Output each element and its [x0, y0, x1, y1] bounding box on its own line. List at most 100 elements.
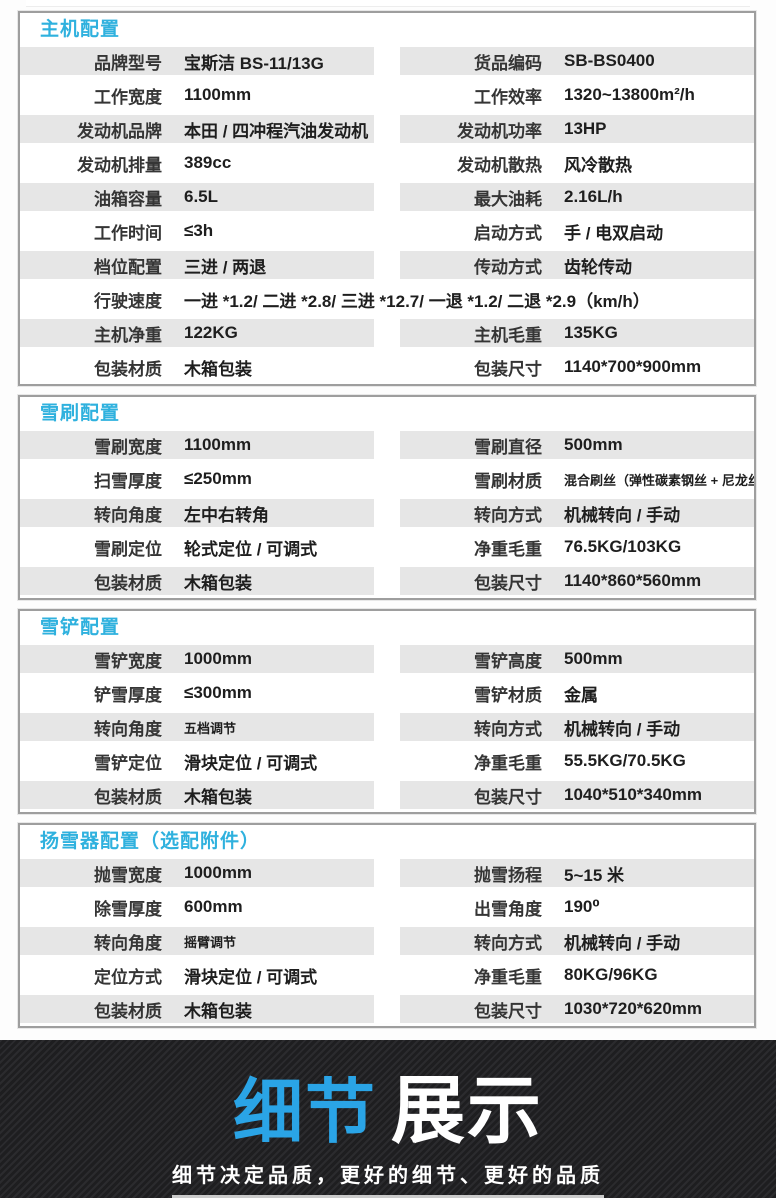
- spec-value: 五档调节: [184, 720, 237, 736]
- table-row: 定位方式 滑块定位 / 可调式 净重毛重 80KG/96KG: [20, 958, 754, 992]
- spec-value: 木箱包装: [184, 787, 252, 807]
- spec-cell: 主机毛重 135KG: [400, 316, 754, 350]
- table-row: 包装材质 木箱包装 包装尺寸 1140*700*900mm: [20, 350, 754, 384]
- table-row: 雪刷宽度 1100mm 雪刷直径 500mm: [20, 428, 754, 462]
- spec-label: 启动方式: [474, 223, 542, 243]
- spec-cell: 发动机功率 13HP: [400, 112, 754, 146]
- spec-cell: 抛雪扬程 5~15 米: [400, 856, 754, 890]
- spec-value: 600mm: [184, 897, 243, 916]
- spec-label: 发动机品牌: [77, 121, 162, 141]
- column-gap: [374, 710, 400, 744]
- spec-label: 包装尺寸: [474, 1001, 542, 1021]
- banner-title-highlight: 细节: [233, 1073, 377, 1151]
- spec-cell: 抛雪宽度 1000mm: [20, 856, 374, 890]
- spec-cell: 转向角度 摇臂调节: [20, 924, 374, 958]
- table-row: 雪铲宽度 1000mm 雪铲高度 500mm: [20, 642, 754, 676]
- spec-cell: 包装材质 木箱包装: [20, 778, 374, 812]
- column-gap: [374, 992, 400, 1026]
- spec-value: 13HP: [564, 119, 607, 138]
- table-row: 转向角度 五档调节 转向方式 机械转向 / 手动: [20, 710, 754, 744]
- table-row: 油箱容量 6.5L 最大油耗 2.16L/h: [20, 180, 754, 214]
- spec-label: 包装材质: [94, 573, 162, 593]
- spec-cell: 传动方式 齿轮传动: [400, 248, 754, 282]
- spec-cell: 品牌型号 宝斯洁 BS-11/13G: [20, 44, 374, 78]
- spec-value: 1140*700*900mm: [564, 357, 702, 376]
- spec-cell: 出雪角度 190⁰: [400, 890, 754, 924]
- spec-cell: 主机净重 122KG: [20, 316, 374, 350]
- spec-label: 雪铲材质: [474, 685, 542, 705]
- spec-cell: 净重毛重 76.5KG/103KG: [400, 530, 754, 564]
- spec-value: 手 / 电双启动: [564, 223, 664, 243]
- spec-cell: 净重毛重 80KG/96KG: [400, 958, 754, 992]
- table-row: 包装材质 木箱包装 包装尺寸 1140*860*560mm: [20, 564, 754, 598]
- spec-value: 宝斯洁 BS-11/13G: [184, 53, 324, 73]
- spec-label: 雪铲高度: [474, 651, 542, 671]
- spec-label: 主机毛重: [474, 325, 542, 345]
- column-gap: [374, 530, 400, 564]
- section-title: 扬雪器配置（选配附件）: [40, 831, 261, 852]
- spec-label: 工作时间: [94, 223, 162, 243]
- table-row: 发动机品牌 本田 / 四冲程汽油发动机 发动机功率 13HP: [20, 112, 754, 146]
- spec-cell: 净重毛重 55.5KG/70.5KG: [400, 744, 754, 778]
- spec-card: 扬雪器配置（选配附件） 抛雪宽度 1000mm 抛雪扬程 5~15 米除雪厚度 600mm…: [18, 823, 756, 1028]
- section-title: 主机配置: [40, 19, 121, 40]
- table-row: 行驶速度 一进 *1.2/ 二进 *2.8/ 三进 *12.7/ 一退 *1.2/…: [20, 282, 754, 316]
- spec-label: 雪刷宽度: [94, 437, 162, 457]
- spec-value: 一进 *1.2/ 二进 *2.8/ 三进 *12.7/ 一退 *1.2/ 二退 …: [184, 291, 650, 311]
- spec-cell: 工作宽度 1100mm: [20, 78, 374, 112]
- banner-title: 细节 展示: [0, 1040, 776, 1148]
- spec-cell: 包装尺寸 1140*860*560mm: [400, 564, 754, 598]
- spec-value: 1100mm: [184, 85, 252, 104]
- spec-cell: 除雪厚度 600mm: [20, 890, 374, 924]
- spec-label: 雪铲宽度: [94, 651, 162, 671]
- spec-card: 雪刷配置 雪刷宽度 1100mm 雪刷直径 500mm 扫雪厚度 ≤250mm 雪刷材质 混合刷…: [18, 395, 756, 600]
- spec-value: 齿轮传动: [564, 257, 632, 277]
- spec-value: 木箱包装: [184, 359, 252, 379]
- spec-label: 品牌型号: [94, 53, 162, 73]
- spec-value: 2.16L/h: [564, 187, 623, 206]
- spec-label: 扫雪厚度: [94, 471, 162, 491]
- spec-cell: 雪铲材质 金属: [400, 676, 754, 710]
- spec-label: 转向方式: [474, 719, 542, 739]
- section-title: 雪铲配置: [40, 617, 121, 638]
- spec-cell: 扫雪厚度 ≤250mm: [20, 462, 374, 496]
- spec-cell: 雪铲定位 滑块定位 / 可调式: [20, 744, 374, 778]
- column-gap: [374, 924, 400, 958]
- spec-value: 本田 / 四冲程汽油发动机: [184, 121, 369, 141]
- spec-cell: 发动机排量 389cc: [20, 146, 374, 180]
- spec-label: 定位方式: [94, 967, 162, 987]
- spec-value: ≤250mm: [184, 469, 252, 488]
- table-row: 除雪厚度 600mm 出雪角度 190⁰: [20, 890, 754, 924]
- spec-cell: 档位配置 三进 / 两退: [20, 248, 374, 282]
- table-row: 档位配置 三进 / 两退 传动方式 齿轮传动: [20, 248, 754, 282]
- table-row: 工作宽度 1100mm 工作效率 1320~13800m²/h: [20, 78, 754, 112]
- spec-cell: 货品编码 SB-BS0400: [400, 44, 754, 78]
- spec-cell: 雪铲高度 500mm: [400, 642, 754, 676]
- spec-cell: 雪刷材质 混合刷丝（弹性碳素钢丝 + 尼龙丝）: [400, 462, 754, 496]
- table-row: 雪铲定位 滑块定位 / 可调式 净重毛重 55.5KG/70.5KG: [20, 744, 754, 778]
- spec-label: 雪刷直径: [474, 437, 542, 457]
- spec-value: 摇臂调节: [184, 934, 237, 950]
- spec-value: 轮式定位 / 可调式: [184, 539, 318, 559]
- column-gap: [374, 316, 400, 350]
- detail-banner: 细节 展示 细节决定品质，更好的细节、更好的品质: [0, 1040, 776, 1198]
- spec-label: 雪铲定位: [94, 753, 162, 773]
- spec-value: 机械转向 / 手动: [564, 719, 681, 739]
- spec-cell: 包装材质 木箱包装: [20, 350, 374, 384]
- table-row: 扫雪厚度 ≤250mm 雪刷材质 混合刷丝（弹性碳素钢丝 + 尼龙丝）: [20, 462, 754, 496]
- spec-label: 转向方式: [474, 505, 542, 525]
- spec-label: 铲雪厚度: [94, 685, 162, 705]
- spec-label: 档位配置: [94, 257, 162, 277]
- spec-label: 转向方式: [474, 933, 542, 953]
- spec-cell: 发动机品牌 本田 / 四冲程汽油发动机: [20, 112, 374, 146]
- spec-cell: 工作效率 1320~13800m²/h: [400, 78, 754, 112]
- spec-value: 1140*860*560mm: [564, 571, 702, 590]
- spec-value: 135KG: [564, 323, 618, 342]
- spec-value: 55.5KG/70.5KG: [564, 751, 686, 770]
- table-row: 转向角度 摇臂调节 转向方式 机械转向 / 手动: [20, 924, 754, 958]
- spec-value: 190⁰: [564, 897, 600, 916]
- spec-label: 包装尺寸: [474, 787, 542, 807]
- spec-cell: 包装尺寸 1140*700*900mm: [400, 350, 754, 384]
- spec-value: 1320~13800m²/h: [564, 85, 695, 104]
